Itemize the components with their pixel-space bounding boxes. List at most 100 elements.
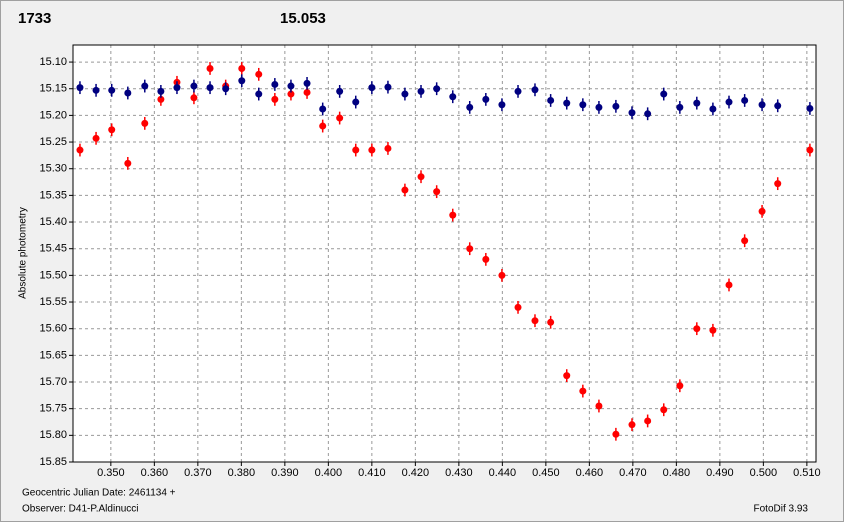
data-point [466, 103, 474, 111]
data-point [141, 119, 149, 127]
data-point [563, 372, 571, 380]
x-tick-label: 0.470 [619, 467, 647, 479]
data-point [238, 77, 246, 85]
data-point [709, 326, 717, 334]
data-point [352, 98, 360, 106]
data-point [531, 317, 539, 325]
data-point [725, 281, 733, 289]
data-point [628, 109, 636, 117]
data-point [579, 387, 587, 395]
y-tick-label: 15.40 [39, 216, 67, 228]
x-tick-label: 0.500 [750, 467, 778, 479]
x-tick-label: 0.510 [793, 467, 821, 479]
data-point [401, 90, 409, 98]
data-point [482, 255, 490, 263]
x-tick-label: 0.490 [706, 467, 734, 479]
data-point [287, 82, 295, 90]
data-point [644, 110, 652, 118]
target-label: 1733 [18, 10, 51, 27]
data-point [76, 146, 84, 154]
y-tick-label: 15.65 [39, 349, 67, 361]
data-point [595, 103, 603, 111]
data-point [92, 134, 100, 142]
data-point [108, 126, 116, 134]
data-point [287, 90, 295, 98]
data-point [628, 421, 636, 429]
x-tick-label: 0.430 [445, 467, 473, 479]
data-point [124, 159, 132, 167]
data-point [190, 94, 198, 102]
y-tick-label: 15.85 [39, 456, 67, 468]
data-point [401, 186, 409, 194]
y-tick-label: 15.50 [39, 269, 67, 281]
data-point [336, 114, 344, 122]
data-point [579, 101, 587, 109]
data-point [660, 90, 668, 98]
x-tick-label: 0.440 [489, 467, 517, 479]
y-tick-label: 15.80 [39, 429, 67, 441]
y-tick-label: 15.25 [39, 136, 67, 148]
y-tick-label: 15.70 [39, 376, 67, 388]
data-point [758, 207, 766, 215]
data-point [806, 104, 814, 112]
y-tick-label: 15.55 [39, 296, 67, 308]
data-point [644, 417, 652, 425]
data-point [319, 105, 327, 113]
data-point [417, 173, 425, 181]
data-point [547, 96, 555, 104]
data-point [514, 87, 522, 95]
data-point [352, 146, 360, 154]
data-point [676, 382, 684, 390]
data-point [255, 90, 263, 98]
data-point [693, 99, 701, 107]
data-point [271, 95, 279, 103]
data-point [368, 146, 376, 154]
footer-software: FotoDif 3.93 [754, 504, 809, 515]
data-point [806, 146, 814, 154]
x-tick-label: 0.420 [402, 467, 430, 479]
data-point [157, 95, 165, 103]
data-point [482, 95, 490, 103]
data-point [466, 245, 474, 253]
data-point [141, 82, 149, 90]
data-point [157, 87, 165, 95]
data-point [271, 80, 279, 88]
data-point [774, 102, 782, 110]
x-tick-label: 0.390 [271, 467, 299, 479]
data-point [449, 93, 457, 101]
x-tick-label: 0.350 [97, 467, 125, 479]
data-point [758, 101, 766, 109]
footer-date: Geocentric Julian Date: 2461134 + [22, 488, 176, 499]
data-point [676, 103, 684, 111]
data-point [595, 402, 603, 410]
plot-area [73, 45, 816, 462]
y-tick-label: 15.15 [39, 83, 67, 95]
data-point [498, 101, 506, 109]
data-point [693, 325, 701, 333]
x-tick-label: 0.400 [315, 467, 343, 479]
y-tick-label: 15.30 [39, 163, 67, 175]
data-point [384, 144, 392, 152]
data-point [319, 122, 327, 130]
plot-border [72, 44, 817, 463]
data-point [303, 88, 311, 96]
x-tick-label: 0.480 [663, 467, 691, 479]
y-tick-label: 15.20 [39, 109, 67, 121]
data-point [206, 84, 214, 92]
x-tick-label: 0.410 [358, 467, 386, 479]
data-point [531, 86, 539, 94]
x-tick-label: 0.360 [141, 467, 169, 479]
data-point [124, 89, 132, 97]
data-point [206, 64, 214, 72]
data-point [709, 105, 717, 113]
data-point [368, 84, 376, 92]
data-point [774, 180, 782, 188]
data-point [303, 79, 311, 87]
data-point [108, 86, 116, 94]
data-point [238, 64, 246, 72]
data-point [612, 102, 620, 110]
data-point [417, 87, 425, 95]
footer-observer: Observer: D41-P.Aldinucci [22, 504, 139, 515]
data-point [563, 99, 571, 107]
